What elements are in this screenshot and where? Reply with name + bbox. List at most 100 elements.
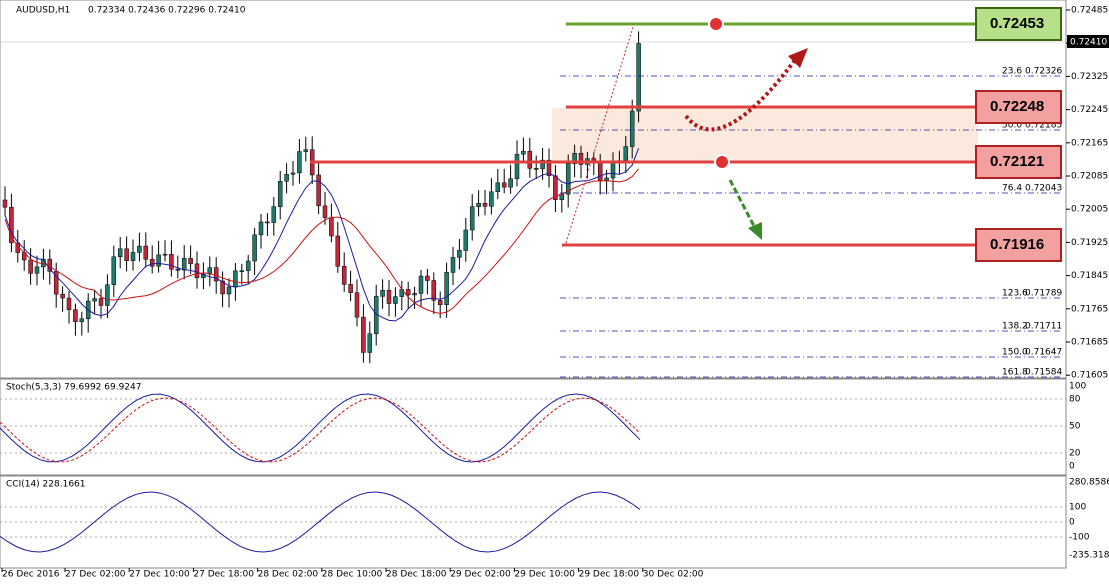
cci-axis-label: -100 — [1069, 533, 1090, 543]
cci-axis-label: 280.8586 — [1069, 478, 1109, 488]
price-label: 0.71605 — [1071, 371, 1108, 381]
time-label: 28 Dec 10:00 — [322, 570, 383, 580]
cci-axis-label: 100 — [1069, 503, 1086, 513]
level-label: 0.72121 — [990, 153, 1044, 170]
fib-price: 0.71647 — [1025, 348, 1062, 358]
fib-level: 123.6 — [1002, 289, 1028, 299]
candle-body — [316, 174, 321, 207]
oscillator-line — [0, 491, 641, 553]
bullish-arrowhead — [788, 48, 808, 68]
candle-body — [463, 229, 469, 251]
candle-body — [405, 289, 411, 296]
candle-body — [425, 275, 430, 281]
fib-price: 0.72185 — [1025, 121, 1062, 131]
ohlc: 0.72334 0.72436 0.72296 0.72410 — [88, 6, 246, 16]
candle-body — [540, 159, 545, 170]
breakout-marker — [708, 16, 724, 32]
breakout-marker — [714, 154, 730, 170]
stoch-axis-label: 50 — [1069, 422, 1081, 432]
candle-body — [28, 259, 33, 274]
fib-level: 23.6 — [1002, 67, 1022, 77]
price-label: 0.72325 — [1071, 72, 1108, 82]
candle-body — [367, 333, 373, 353]
level-box: 0.72453 — [975, 7, 1062, 41]
fib-level: 150.0 — [1002, 348, 1028, 358]
candle-body — [124, 248, 129, 261]
candle-body — [60, 293, 65, 299]
fib-price: 0.71789 — [1025, 289, 1062, 299]
candle-body — [201, 273, 206, 279]
price-label: 0.71845 — [1071, 271, 1108, 281]
candle-body — [226, 286, 232, 295]
bearish-arrow — [728, 179, 757, 229]
time-label: 30 Dec 02:00 — [643, 570, 704, 580]
main-panel — [0, 0, 1067, 379]
stoch-axis-label: 20 — [1069, 449, 1081, 459]
candle-body — [73, 309, 78, 322]
candle-body — [527, 150, 533, 169]
level-label: 0.71916 — [990, 236, 1044, 253]
price-label: 0.71685 — [1071, 338, 1108, 348]
fib-price: 0.71711 — [1025, 322, 1062, 332]
oscillator-line — [0, 397, 641, 463]
candle-body — [117, 248, 123, 258]
time-label: 29 Dec 10:00 — [514, 570, 575, 580]
candle-body — [34, 266, 40, 274]
candle-body — [149, 259, 155, 267]
price-label: 0.71765 — [1071, 304, 1108, 314]
candle-body — [437, 300, 443, 306]
candle-body — [361, 316, 366, 353]
level-box-bg — [975, 7, 1062, 41]
candle-body — [597, 160, 603, 181]
price-label: 0.71925 — [1071, 238, 1108, 248]
stoch-title: Stoch(5,3,3) 79.6992 69.9247 — [6, 383, 141, 393]
candle-body — [322, 205, 328, 218]
level-box: 0.72248 — [975, 90, 1062, 124]
time-label: 28 Dec 02:00 — [258, 570, 319, 580]
level-box-bg — [975, 145, 1062, 179]
candle-body — [277, 181, 283, 207]
candle-body — [329, 217, 334, 237]
candle-body — [578, 153, 584, 165]
stoch-panel — [0, 378, 1067, 476]
candle-body — [130, 252, 136, 261]
candle-body — [514, 153, 520, 179]
candle-body — [572, 153, 577, 164]
candle-body — [297, 151, 302, 174]
level-box-bg — [975, 90, 1062, 124]
candle-body — [137, 245, 142, 253]
candle-body — [457, 250, 462, 258]
cci-title: CCI(14) 228.1661 — [6, 480, 86, 490]
candle-body — [380, 290, 385, 297]
candle-body — [335, 235, 341, 267]
bearish-arrowhead — [748, 222, 762, 240]
fib-price: 0.71584 — [1025, 368, 1062, 378]
candle-body — [444, 272, 449, 306]
current-price: 0.72410 — [1070, 38, 1107, 48]
candle-body — [239, 270, 245, 272]
candle-body — [354, 292, 360, 318]
time-label: 27 Dec 10:00 — [129, 570, 190, 580]
time-label: 27 Dec 18:00 — [193, 570, 254, 580]
level-box: 0.71916 — [975, 228, 1062, 262]
candle-body — [284, 174, 289, 182]
time-label: 29 Dec 02:00 — [450, 570, 511, 580]
cci-panel — [0, 475, 1067, 569]
candle-body — [66, 297, 72, 310]
moving-average — [4, 168, 639, 315]
candle-body — [623, 146, 629, 161]
time-label: 26 Dec 2016 — [2, 570, 60, 580]
candle-body — [386, 290, 392, 304]
candle-body — [111, 256, 117, 285]
fib-price: 0.72326 — [1025, 67, 1062, 77]
fib-level: 138.2 — [1002, 322, 1028, 332]
candle-body — [565, 163, 571, 195]
candle-body — [341, 266, 347, 285]
candle-body — [194, 263, 200, 279]
price-label: 0.72005 — [1071, 205, 1108, 215]
level-box: 0.72121 — [975, 145, 1062, 179]
candle-body — [482, 203, 488, 207]
fib-price: 0.72043 — [1025, 184, 1062, 194]
oscillator-line — [0, 393, 641, 463]
